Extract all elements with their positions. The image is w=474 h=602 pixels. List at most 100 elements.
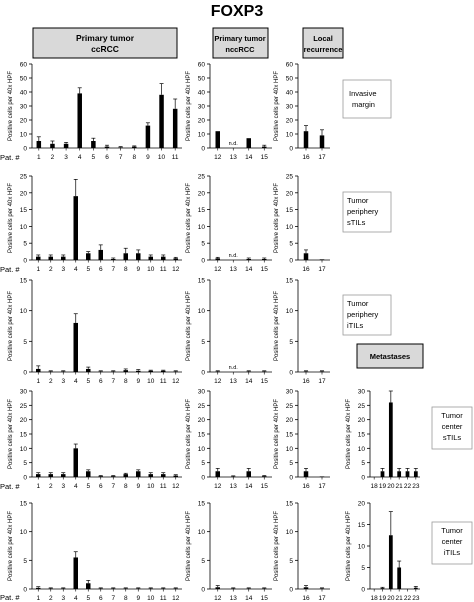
bar [98,371,103,372]
bar [86,253,91,260]
header-line: ccRCC [91,44,119,54]
x-tick-label: 20 [387,483,395,490]
y-tick-label: 10 [198,224,206,231]
x-tick-label: 15 [261,154,269,161]
x-tick-label: 13 [230,483,238,490]
bar [73,196,78,260]
y-tick-label: 20 [20,190,28,197]
x-tick-label: 2 [49,595,53,602]
y-tick-label: 30 [20,389,28,396]
y-tick-label: 20 [286,190,294,197]
x-tick-label: 2 [51,154,55,161]
x-tick-label: 5 [92,154,96,161]
bar [136,253,141,260]
x-tick-label: 17 [318,266,326,273]
x-tick-label: 14 [245,266,253,273]
x-tick-label: 10 [147,483,155,490]
bar [111,258,116,260]
bar-chart-panel: 0 10 20 30 40 50 60 Positive cells per 40x HPF 1… [186,62,272,161]
y-tick-label: 0 [23,146,27,153]
bar [148,474,153,477]
x-tick-label: 2 [49,378,53,385]
y-axis-label: Positive cells per 40x HPF [274,291,280,361]
y-axis-label: Positive cells per 40x HPF [186,183,192,253]
x-tick-label: 1 [36,483,40,490]
bar [215,587,220,589]
x-tick-label: 12 [214,595,222,602]
y-tick-label: 20 [20,417,28,424]
x-tick-label: 8 [124,378,128,385]
x-tick-label: 12 [214,483,222,490]
bar [172,108,178,148]
x-tick-label: 13 [230,154,238,161]
bar [161,370,166,372]
x-tick-label: 3 [61,266,65,273]
y-tick-label: 25 [286,174,294,181]
bar-chart-panel: 0 5 10 15 20 25 Positive cells per 40x HPF 16 17 [274,174,330,273]
x-tick-label: 22 [404,595,412,602]
x-tick-label: 17 [318,378,326,385]
y-tick-label: 25 [198,403,206,410]
y-tick-label: 0 [23,587,27,594]
bar [145,125,151,148]
x-tick-label: 4 [74,378,78,385]
bar [91,141,96,148]
bar [262,588,267,589]
x-tick-label: 5 [86,483,90,490]
x-tick-label: 7 [111,595,115,602]
bar [303,587,309,589]
x-tick-label: 4 [78,154,82,161]
x-tick-label: 5 [86,595,90,602]
y-tick-label: 60 [198,62,206,69]
y-tick-label: 10 [20,308,28,315]
x-tick-label: 12 [172,266,180,273]
x-tick-label: 3 [61,378,65,385]
x-tick-label: 5 [86,378,90,385]
y-tick-label: 15 [286,432,294,439]
y-tick-label: 0 [289,146,293,153]
y-tick-label: 0 [289,258,293,265]
y-tick-label: 25 [358,403,366,410]
y-tick-label: 30 [358,389,366,396]
y-tick-label: 10 [198,529,206,536]
x-tick-label: 9 [136,378,140,385]
bar [319,476,325,477]
x-tick-label: 12 [214,266,222,273]
y-axis-label: Positive cells per 40x HPF [274,511,280,581]
y-tick-label: 10 [286,132,294,139]
bar-chart-panel: 0 5 10 15 Positive cells per 40x HPF 16 17 [274,278,330,385]
bar [118,147,123,148]
y-axis-label: Positive cells per 40x HPF [8,511,14,581]
y-tick-label: 5 [361,460,365,467]
x-tick-label: 21 [396,595,404,602]
x-tick-label: 3 [61,595,65,602]
bar [136,588,141,589]
y-tick-label: 20 [198,118,206,125]
bar [61,371,66,372]
bar [262,476,267,477]
x-tick-label: 14 [245,595,253,602]
x-tick-label: 5 [86,266,90,273]
bar-chart-panel: 0 10 20 30 40 50 60 Positive cells per 40x HPF 1… [274,62,330,161]
bar [173,475,178,477]
x-tick-label: 1 [36,266,40,273]
y-tick-label: 5 [201,339,205,346]
x-tick-label: 6 [99,595,103,602]
row-label-line: Tumor [441,526,463,535]
bar [123,588,128,589]
bar [303,253,309,260]
x-tick-label: 10 [147,266,155,273]
bar [148,256,153,260]
y-tick-label: 15 [20,207,28,214]
y-tick-label: 5 [289,558,293,565]
x-tick-label: 8 [124,595,128,602]
pat-label: Pat. # [0,153,20,162]
y-tick-label: 15 [198,278,206,285]
x-tick-label: 16 [302,154,310,161]
x-tick-label: 6 [99,483,103,490]
header-line: recurrence [304,45,343,54]
bar [413,471,418,477]
header-primary-nccrcc: Primary tumor nccRCC [212,27,269,59]
x-tick-label: 2 [49,266,53,273]
